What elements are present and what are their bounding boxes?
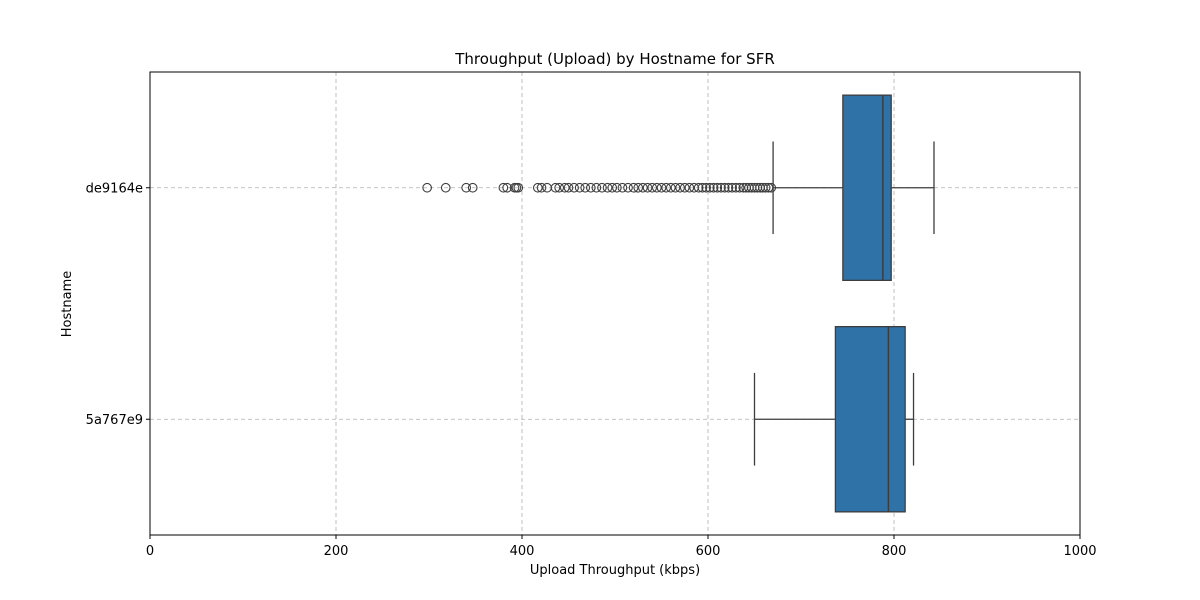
outlier-point	[633, 182, 644, 193]
outlier-point	[763, 182, 774, 193]
x-tick-label: 600	[696, 544, 721, 559]
outlier-point	[723, 182, 734, 193]
outlier-point	[719, 182, 730, 193]
outlier-point	[642, 182, 653, 193]
outlier-point	[559, 182, 570, 193]
outlier-point	[712, 182, 723, 193]
outlier-point	[550, 182, 561, 193]
plot-frame	[149, 71, 1081, 536]
x-tick-label: 200	[324, 544, 349, 559]
x-tick-label: 800	[882, 544, 907, 559]
outlier-point	[580, 182, 591, 193]
outlier-point	[623, 182, 633, 193]
outlier-point	[727, 182, 738, 193]
outlier-point	[612, 182, 622, 193]
outlier-point	[536, 182, 547, 193]
outlier-point	[766, 182, 777, 193]
outlier-point	[697, 182, 708, 193]
outlier-point	[607, 182, 618, 193]
box-series-5a767e9	[753, 325, 915, 513]
y-tick-label: 5a767e9	[86, 413, 143, 428]
outlier-point	[617, 182, 628, 193]
outlier-point	[684, 182, 695, 193]
x-tick-label: 0	[146, 544, 154, 559]
outlier-point	[440, 182, 451, 193]
outlier-point	[651, 182, 662, 193]
tick-layer: 0 200 400 600 800 1000 de9164e 5a767e9	[86, 181, 1097, 559]
outlier-point	[665, 182, 676, 193]
outlier-point	[670, 182, 681, 193]
outlier-point	[701, 182, 711, 193]
outlier-point	[734, 182, 745, 193]
y-axis-label: Hostname	[60, 271, 75, 337]
outlier-point	[679, 182, 690, 193]
outlier-point	[656, 182, 667, 193]
outlier-point	[708, 182, 719, 193]
outlier-point	[574, 182, 585, 193]
outlier-point	[502, 182, 512, 193]
outlier-point	[647, 182, 658, 193]
outlier-point	[675, 182, 685, 193]
box-iqr	[834, 325, 906, 513]
x-tick-label: 1000	[1063, 544, 1096, 559]
y-tick-label: de9164e	[86, 181, 143, 196]
box-series-de9164e	[422, 94, 935, 281]
outlier-point	[422, 182, 432, 193]
box-iqr	[842, 94, 892, 281]
chart-title: Throughput (Upload) by Hostname for SFR	[454, 50, 775, 68]
outlier-point	[569, 182, 579, 193]
outlier-point	[638, 182, 648, 193]
outlier-point	[498, 182, 509, 193]
outlier-point	[585, 182, 596, 193]
grid-layer	[149, 72, 1081, 535]
outlier-point	[602, 182, 613, 193]
outlier-point	[563, 182, 574, 193]
outlier-point	[467, 182, 478, 193]
outlier-point	[532, 182, 543, 193]
outlier-point	[693, 182, 704, 193]
box-layer	[422, 94, 935, 513]
outlier-point	[716, 182, 726, 193]
outlier-point	[628, 182, 639, 193]
x-tick-label: 400	[510, 544, 535, 559]
outlier-point	[591, 182, 602, 193]
x-axis-label: Upload Throughput (kbps)	[530, 563, 700, 578]
outlier-point	[760, 182, 771, 193]
outlier-point	[513, 182, 524, 193]
outlier-point	[731, 182, 741, 193]
outlier-point	[461, 182, 472, 193]
outlier-point	[705, 182, 715, 193]
outlier-point	[597, 182, 607, 193]
outlier-point	[661, 182, 672, 193]
outlier-point	[554, 182, 565, 193]
